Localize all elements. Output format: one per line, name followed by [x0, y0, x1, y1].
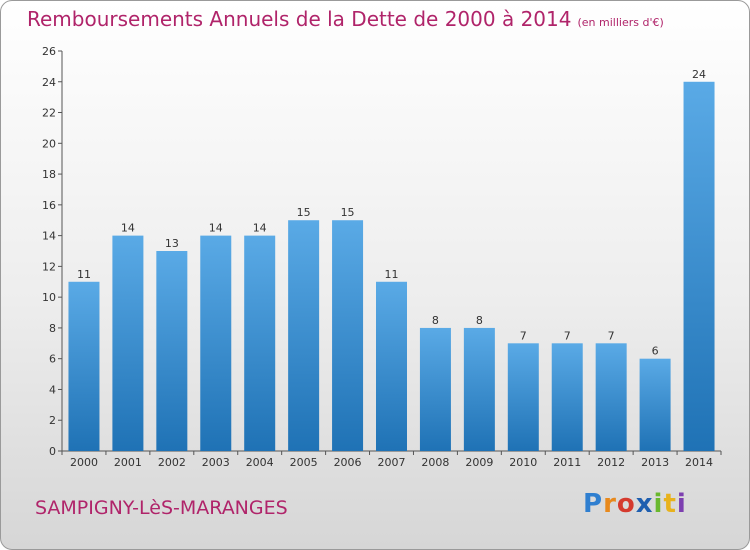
x-tick-label-2001: 2001	[114, 456, 142, 469]
y-tick-label: 22	[42, 107, 56, 120]
y-tick-label: 6	[49, 353, 56, 366]
data-label-2004: 14	[253, 222, 267, 235]
logo-letter: i	[676, 489, 687, 519]
logo-letter: P	[583, 489, 604, 519]
y-tick-label: 16	[42, 199, 56, 212]
data-label-2010: 7	[520, 329, 527, 342]
x-tick-label-2000: 2000	[70, 456, 98, 469]
bar-2005[interactable]	[288, 220, 320, 451]
bar-2014[interactable]	[683, 81, 715, 452]
bar-2009[interactable]	[463, 327, 495, 451]
data-label-2002: 13	[165, 237, 179, 250]
logo-letter: o	[616, 489, 636, 519]
x-tick-label-2012: 2012	[597, 456, 625, 469]
logo-letter: x	[635, 489, 654, 519]
x-tick-label-2013: 2013	[641, 456, 669, 469]
x-tick-label-2011: 2011	[553, 456, 581, 469]
x-tick-label-2005: 2005	[290, 456, 318, 469]
data-label-2009: 8	[476, 314, 483, 327]
logo-letter: t	[663, 489, 677, 519]
x-tick-label-2006: 2006	[334, 456, 362, 469]
x-tick-label-2008: 2008	[421, 456, 449, 469]
data-label-2001: 14	[121, 222, 135, 235]
data-label-2007: 11	[385, 268, 399, 281]
bar-2007[interactable]	[376, 281, 407, 451]
logo-letter: r	[603, 489, 617, 519]
data-label-2013: 6	[652, 345, 659, 358]
y-tick-label: 4	[49, 383, 56, 396]
chart-title: Remboursements Annuels de la Dette de 20…	[27, 7, 664, 31]
y-tick-label: 12	[42, 260, 56, 273]
data-label-2003: 14	[209, 222, 223, 235]
x-tick-label-2007: 2007	[378, 456, 406, 469]
logo-letter: i	[653, 489, 664, 519]
y-tick-label: 26	[42, 45, 56, 58]
bar-2000[interactable]	[68, 281, 100, 451]
data-label-2006: 15	[341, 206, 355, 219]
bar-2008[interactable]	[419, 327, 451, 451]
y-tick-label: 0	[49, 445, 56, 458]
chart-unit: (en milliers d'€)	[577, 16, 664, 29]
y-tick-label: 8	[49, 322, 56, 335]
y-tick-label: 2	[49, 414, 56, 427]
y-tick-label: 14	[42, 230, 56, 243]
data-label-2005: 15	[297, 206, 311, 219]
bar-2012[interactable]	[595, 343, 627, 451]
bar-2001[interactable]	[112, 235, 144, 451]
bar-2004[interactable]	[244, 235, 276, 451]
data-label-2008: 8	[432, 314, 439, 327]
bar-2002[interactable]	[156, 251, 188, 451]
x-axis: 2000 2001 2002 2003 2004 2005 2006 2007 2008 2009…	[61, 450, 722, 469]
y-tick-label: 10	[42, 291, 56, 304]
bar-2011[interactable]	[551, 343, 583, 451]
bar-2013[interactable]	[639, 358, 671, 451]
bars: 11 14 13 14 14 15 15 11 8 8 7 7 7 6 24	[68, 68, 715, 452]
y-tick-label: 20	[42, 137, 56, 150]
x-tick-label-2002: 2002	[158, 456, 186, 469]
bar-2006[interactable]	[332, 220, 364, 451]
bar-2003[interactable]	[200, 235, 232, 451]
y-tick-label: 18	[42, 168, 56, 181]
x-tick-label-2010: 2010	[509, 456, 537, 469]
data-label-2000: 11	[77, 268, 91, 281]
chart-title-text: Remboursements Annuels de la Dette de 20…	[27, 7, 572, 31]
x-tick-label-2004: 2004	[246, 456, 274, 469]
proxiti-logo[interactable]: Proxiti	[583, 489, 687, 519]
x-tick-label-2009: 2009	[465, 456, 493, 469]
x-tick-label-2014: 2014	[685, 456, 713, 469]
y-tick-label: 24	[42, 76, 56, 89]
city-name: SAMPIGNY-LèS-MARANGES	[35, 497, 288, 519]
data-label-2014: 24	[692, 68, 706, 81]
bar-2010[interactable]	[507, 343, 539, 451]
x-tick-label-2003: 2003	[202, 456, 230, 469]
data-label-2011: 7	[564, 329, 571, 342]
data-label-2012: 7	[608, 329, 615, 342]
